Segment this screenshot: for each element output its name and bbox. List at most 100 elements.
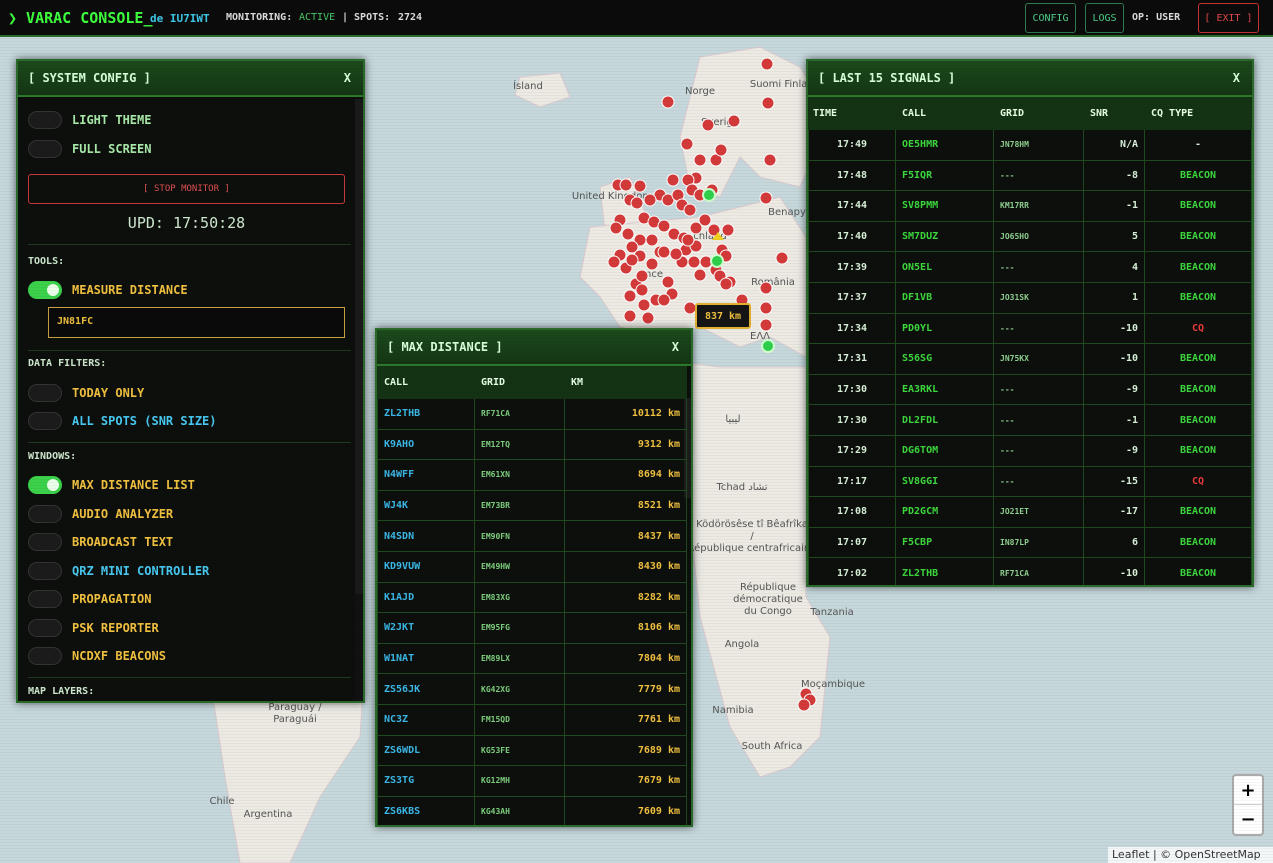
call-cell: ZL2THB <box>377 398 475 430</box>
toggle-switch[interactable] <box>28 504 62 523</box>
grid-cell: JO65HO <box>993 220 1084 253</box>
toggle-switch[interactable] <box>28 281 62 299</box>
grid-cell: --- <box>993 434 1084 467</box>
spot-marker <box>635 269 649 283</box>
spot-marker <box>643 193 657 207</box>
toggle-switch[interactable] <box>28 140 62 158</box>
close-button[interactable]: X <box>671 340 679 354</box>
spot-marker <box>625 240 639 254</box>
spot-marker <box>609 221 623 235</box>
column-header: SNR <box>1083 97 1145 130</box>
update-time: UPD: 17:50:28 <box>127 214 246 232</box>
toggle-switch[interactable] <box>28 590 62 608</box>
time-cell: 17:37 <box>808 281 896 314</box>
divider <box>28 442 351 443</box>
distance-cell: 9312 km <box>564 428 687 461</box>
beacon-marker <box>710 254 724 268</box>
section-heading: TOOLS: <box>28 256 65 267</box>
toggle-switch[interactable] <box>28 476 62 494</box>
toggle-switch[interactable] <box>28 111 62 129</box>
toggle-switch[interactable] <box>28 561 62 580</box>
column-header: KM <box>564 366 687 399</box>
cq-type-cell: BEACON <box>1144 526 1252 559</box>
attribution[interactable]: Leaflet | © OpenStreetMap <box>1108 847 1273 863</box>
grid-cell: EM49HW <box>474 550 565 583</box>
distance-tooltip: 837 km <box>695 303 751 329</box>
toggle-switch[interactable] <box>28 384 62 402</box>
call-cell: N4WFF <box>377 459 475 491</box>
distance-cell: 7804 km <box>564 642 687 675</box>
toggle-label: TODAY ONLY <box>72 386 145 400</box>
zoom-control: + − <box>1232 774 1264 836</box>
time-cell: 17:39 <box>808 251 896 283</box>
close-button[interactable]: X <box>1232 71 1240 85</box>
call-cell: ZS6WDL <box>377 734 475 767</box>
grid-cell: --- <box>993 251 1084 283</box>
table-row: 17:07 F5CBP IN87LP 6 BEACON <box>808 526 1252 559</box>
time-cell: 17:31 <box>808 343 896 375</box>
grid-cell: --- <box>993 404 1084 436</box>
spot-marker <box>759 281 773 295</box>
signals-panel: [ LAST 15 SIGNALS ] X TIME CALL GRID SNR CQ T… <box>806 59 1254 587</box>
call-cell: PD2GCM <box>895 496 994 528</box>
cq-type-cell: CQ <box>1144 312 1252 345</box>
grid-cell: JN78HM <box>993 129 1084 161</box>
call-cell: KD9VUW <box>377 550 475 583</box>
snr-cell: -10 <box>1083 557 1145 585</box>
time-cell: 17:34 <box>808 312 896 345</box>
distance-cell: 8106 km <box>564 612 687 644</box>
distance-cell: 7779 km <box>564 673 687 705</box>
distance-cell: 7761 km <box>564 703 687 736</box>
toggle-label: MEASURE DISTANCE <box>72 283 188 297</box>
grid-cell: EM89LX <box>474 642 565 675</box>
call-cell: SV8PMM <box>895 190 994 222</box>
cq-type-cell: BEACON <box>1144 251 1252 283</box>
spot-marker <box>759 318 773 332</box>
spot-marker <box>669 247 683 261</box>
table-row: 17:31 S56SG JN75KX -10 BEACON <box>808 343 1252 375</box>
toggle-switch[interactable] <box>28 618 62 637</box>
cq-type-cell: BEACON <box>1144 281 1252 314</box>
config-button[interactable]: CONFIG <box>1025 3 1076 33</box>
toggle-label: BROADCAST TEXT <box>72 535 174 549</box>
toggle-label: FULL SCREEN <box>72 142 152 156</box>
time-cell: 17:48 <box>808 159 896 192</box>
grid-cell: EM73BR <box>474 489 565 522</box>
divider <box>28 350 351 351</box>
zoom-in[interactable]: + <box>1234 776 1262 805</box>
table-row: 17:48 F5IQR --- -8 BEACON <box>808 159 1252 192</box>
call-cell: W1NAT <box>377 642 475 675</box>
map-label: Tanzania <box>809 607 854 618</box>
map-label: nce <box>645 269 663 280</box>
exit-button[interactable]: [ EXIT ] <box>1198 3 1259 33</box>
max-distance-panel: [ MAX DISTANCE ] X CALL GRID KM ZL2THB RF71CA… <box>375 328 693 827</box>
map-label: chland <box>693 231 726 242</box>
spot-marker <box>607 255 621 269</box>
map-label: Paraguay / Paraguái <box>268 702 322 725</box>
cq-type-cell: BEACON <box>1144 373 1252 406</box>
distance-cell: 8282 km <box>564 581 687 614</box>
grid-cell: --- <box>993 373 1084 406</box>
spots-count: 2724 <box>398 12 423 23</box>
stop-monitor-button[interactable]: [ STOP MONITOR ] <box>28 174 345 204</box>
toggle-switch[interactable] <box>28 647 62 665</box>
close-button[interactable]: X <box>343 71 351 85</box>
grid-cell: KM17RR <box>993 190 1084 222</box>
toggle-label: LIGHT THEME <box>72 113 152 127</box>
logs-button[interactable]: LOGS <box>1085 3 1124 33</box>
grid-cell: RF71CA <box>993 557 1084 585</box>
grid-cell: FM15QD <box>474 703 565 736</box>
spot-marker <box>680 137 694 151</box>
locator-input[interactable]: JN81FC <box>48 307 345 338</box>
spot-marker <box>701 118 715 132</box>
snr-cell: 5 <box>1083 220 1145 253</box>
zoom-out[interactable]: − <box>1240 809 1256 830</box>
toggle-switch[interactable] <box>28 533 62 551</box>
call-cell: F5IQR <box>895 159 994 192</box>
spot-marker <box>698 213 712 227</box>
grid-cell: JN75KX <box>993 343 1084 375</box>
toggle-switch[interactable] <box>28 412 62 430</box>
map-label: Suomi Finland <box>750 79 820 90</box>
snr-cell: -1 <box>1083 190 1145 222</box>
section-heading: WINDOWS: <box>28 451 77 462</box>
